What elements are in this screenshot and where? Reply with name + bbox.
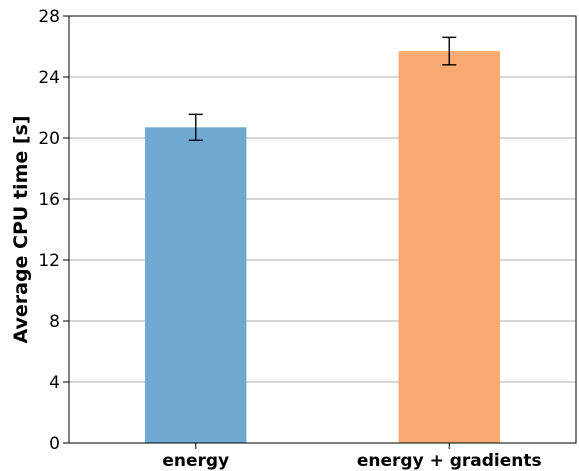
y-axis-ticks: 0 4 8 12 16 20 24 28 (38, 7, 69, 454)
x-axis-labels: energy energy + gradients (162, 443, 542, 471)
y-tick-label: 8 (49, 312, 60, 332)
x-tick-label: energy (162, 451, 229, 471)
y-axis-title: Average CPU time [s] (10, 115, 32, 343)
bar-energy (145, 127, 247, 443)
y-tick-label: 4 (49, 373, 60, 393)
y-tick-label: 16 (38, 190, 60, 210)
error-bars (188, 36, 457, 141)
bars (145, 51, 500, 443)
x-tick-label: energy + gradients (357, 451, 542, 471)
y-tick-label: 12 (38, 251, 60, 271)
axes-frame (68, 15, 577, 444)
y-tick-label: 28 (38, 7, 60, 27)
y-tick-label: 0 (49, 434, 60, 454)
bar-energy-gradients (398, 51, 500, 443)
y-tick-label: 24 (38, 68, 60, 88)
plot-frame (68, 15, 577, 444)
y-tick-label: 20 (38, 129, 60, 149)
